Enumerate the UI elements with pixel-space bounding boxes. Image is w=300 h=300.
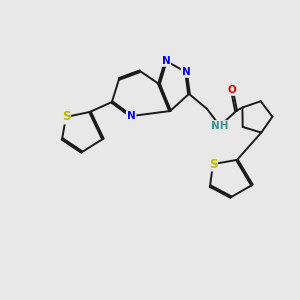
Text: O: O (227, 85, 236, 95)
Text: N: N (161, 56, 170, 66)
Text: NH: NH (211, 121, 229, 131)
Text: N: N (127, 111, 136, 121)
Text: N: N (182, 67, 190, 77)
Text: S: S (62, 110, 70, 124)
Text: S: S (209, 158, 217, 171)
